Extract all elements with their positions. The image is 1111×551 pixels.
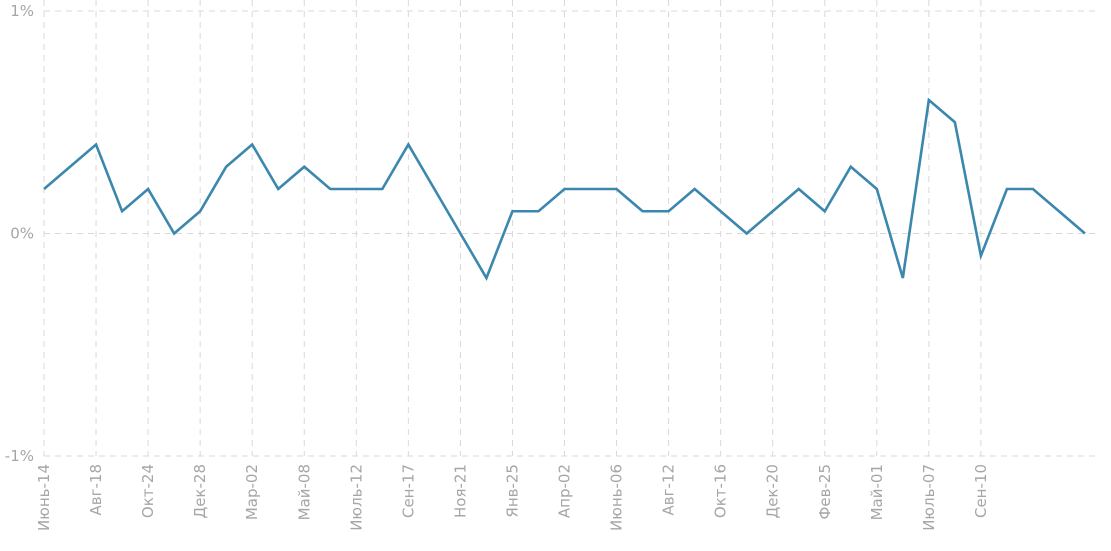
x-tick-label: Июль-07 (920, 464, 938, 531)
grid-lines (43, 0, 1098, 457)
x-tick-label: Окт-24 (139, 464, 157, 518)
series-line (43, 97, 1086, 281)
x-tick-label: Авг-12 (660, 464, 678, 515)
x-tick-label: Июнь-06 (608, 464, 626, 531)
y-tick-label: -1% (5, 447, 34, 465)
x-tick-label: Фев-25 (816, 464, 834, 519)
x-tick-label: Окт-16 (712, 464, 730, 518)
x-tick-label: Янв-25 (503, 464, 521, 518)
y-axis-labels: 1% 0% -1% (5, 2, 34, 465)
x-tick-label: Апр-02 (556, 464, 574, 518)
y-tick-label: 1% (10, 2, 34, 20)
x-axis-labels: Июнь-14 Авг-18 Окт-24 Дек-28 Мар-02 Май-08 Июл… (35, 464, 990, 531)
x-tick-label: Июнь-14 (35, 464, 53, 531)
x-tick-label: Авг-18 (87, 464, 105, 515)
x-tick-label: Сен-17 (399, 464, 417, 518)
x-tick-label: Ноя-21 (451, 464, 469, 518)
series-group (43, 97, 1086, 281)
x-tick-label: Мар-02 (243, 464, 261, 520)
x-tick-label: Дек-20 (764, 464, 782, 519)
y-tick-label: 0% (10, 225, 34, 243)
x-tick-label: Май-08 (295, 464, 313, 520)
x-tick-label: Май-01 (868, 464, 886, 520)
x-tick-label: Июль-12 (347, 464, 365, 531)
x-tick-label: Дек-28 (191, 464, 209, 519)
x-tick-label: Сен-10 (972, 464, 990, 518)
